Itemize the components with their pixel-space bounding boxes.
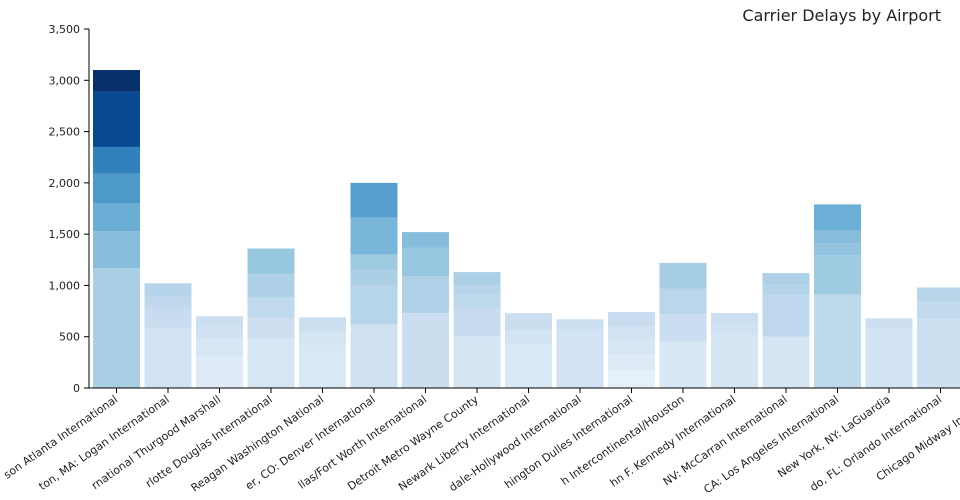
bar-segment — [350, 324, 398, 388]
bar-segment — [299, 344, 346, 388]
bar-segment — [608, 338, 655, 356]
bar-segment — [299, 331, 346, 345]
bar-segment — [453, 336, 501, 388]
y-tick-label: 1,000 — [49, 279, 81, 292]
y-tick-label: 500 — [59, 331, 80, 344]
bar-segment — [453, 294, 501, 308]
bar-segment — [196, 325, 243, 339]
bar-segment — [350, 270, 398, 286]
bar-segment — [93, 146, 140, 174]
bar-segment — [93, 267, 140, 388]
bar-segment — [659, 341, 707, 388]
bar-segment — [402, 313, 449, 388]
bar-segment — [608, 326, 655, 339]
y-tick-label: 0 — [73, 382, 80, 395]
bar-segment — [247, 338, 295, 388]
bar-segment — [93, 173, 140, 204]
bar-segment — [659, 262, 707, 289]
y-tick-label: 3,000 — [49, 74, 81, 87]
bar-segment — [711, 323, 758, 335]
bar-segment — [299, 317, 346, 332]
bar-segment — [865, 318, 913, 329]
bar-segment — [556, 319, 604, 330]
bar-segment — [505, 313, 552, 330]
bar-segment — [350, 285, 398, 325]
bar-segment — [93, 91, 140, 147]
bar-segment — [350, 217, 398, 255]
bar-segment — [93, 70, 140, 92]
bar-segment — [196, 357, 243, 388]
bar-segment — [402, 232, 449, 248]
bar-segment — [711, 313, 758, 324]
y-tick-label: 1,500 — [49, 228, 81, 241]
bar-segment — [505, 329, 552, 344]
bar-segment — [144, 327, 192, 388]
y-tick-label: 2,500 — [49, 126, 81, 139]
bar-segment — [762, 273, 810, 285]
bar-segment — [350, 254, 398, 271]
y-tick-label: 2,000 — [49, 177, 81, 190]
bar-segment — [350, 182, 398, 218]
bar-segment — [247, 274, 295, 298]
bar-segment — [93, 203, 140, 232]
bar-segment — [865, 328, 913, 388]
bar-segment — [917, 287, 960, 302]
bar-segment — [453, 285, 501, 295]
bar-segment — [608, 312, 655, 327]
bar-segment — [711, 334, 758, 388]
chart-title: Carrier Delays by Airport — [742, 6, 941, 25]
bar-segment — [144, 296, 192, 308]
bar-segment — [453, 307, 501, 337]
bar-segment — [196, 338, 243, 358]
bar-segment — [814, 294, 861, 388]
bar-segment — [247, 297, 295, 319]
bar-segment — [453, 272, 501, 286]
bar-segment — [814, 204, 861, 231]
bar-segment — [247, 318, 295, 339]
bar-segment — [505, 343, 552, 388]
bar-segment — [659, 288, 707, 315]
bar-segment — [814, 230, 861, 244]
y-tick-label: 3,500 — [49, 23, 81, 36]
bar-segment — [608, 369, 655, 388]
bar-segment — [659, 314, 707, 342]
bar-segment — [196, 316, 243, 326]
bar-segment — [814, 255, 861, 295]
bar-segment — [608, 355, 655, 370]
bar-segment — [402, 247, 449, 277]
bar-segment — [247, 248, 295, 275]
bar-segment — [762, 284, 810, 296]
bar-segment — [917, 301, 960, 320]
bar-segment — [762, 295, 810, 337]
bar-segment — [814, 243, 861, 256]
bar-segment — [917, 319, 960, 388]
bar-segment — [762, 336, 810, 388]
bar-segment — [144, 307, 192, 328]
bar-segment — [93, 231, 140, 268]
bar-segment — [402, 276, 449, 314]
bar-segment — [144, 283, 192, 297]
bar-segment — [556, 329, 604, 388]
